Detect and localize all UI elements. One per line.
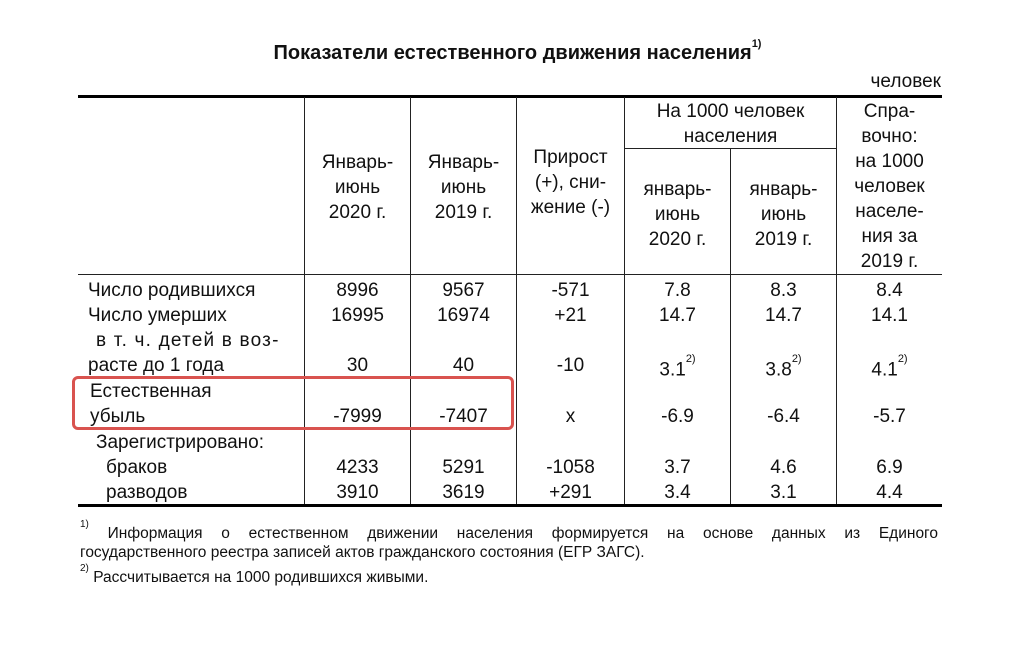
divorces-per1000-2019: 3.1 <box>770 482 797 503</box>
deaths-reference: 14.1 <box>871 305 908 326</box>
col-divider-6 <box>836 97 837 504</box>
col-divider-3 <box>516 97 517 504</box>
highlight-box <box>72 376 514 430</box>
header-jan-jun-2020: Январь-июнь 2020 г. <box>321 152 394 223</box>
col-divider-5 <box>730 148 731 504</box>
natural-reference: -5.7 <box>873 406 906 427</box>
row-label-births: Число родившихся <box>88 280 256 301</box>
footnote-1-line-1: 1) Информация о естественном движении на… <box>80 519 938 543</box>
deaths-2020: 16995 <box>331 305 384 326</box>
births-per1000-2019: 8.3 <box>770 280 797 301</box>
births-per1000-2020: 7.8 <box>664 280 691 301</box>
table-bottom-border <box>78 504 942 507</box>
footnote-2: 2) Рассчитывается на 1000 родившихся жив… <box>80 563 429 587</box>
natural-2019: -7407 <box>439 406 488 427</box>
footnote-1-mark: 1) <box>80 519 89 530</box>
table-top-border <box>78 95 942 98</box>
title-footnote-mark: 1) <box>751 38 762 51</box>
footnote-mark: 2) <box>791 353 802 365</box>
header-per-1000: На 1000 человек населения <box>656 101 805 147</box>
marriages-per1000-2019: 4.6 <box>770 457 797 478</box>
marriages-2020: 4233 <box>336 457 379 478</box>
deaths-change: +21 <box>554 305 587 326</box>
col-divider-1 <box>304 97 305 504</box>
marriages-2019: 5291 <box>442 457 485 478</box>
row-label-divorces: разводов <box>106 482 188 503</box>
footnote-mark: 2) <box>897 353 908 365</box>
header-jan-jun-2019: Январь-июнь 2019 г. <box>427 152 500 223</box>
infant-per1000-2019: 3.82) <box>765 353 802 381</box>
natural-change: x <box>565 406 576 427</box>
unit-label: человек <box>870 71 941 92</box>
footnote-mark: 2) <box>685 353 696 365</box>
col-divider-4 <box>624 97 625 504</box>
infant-2019: 40 <box>452 355 475 376</box>
footnote-1-line-2: государственного реестра записей актов г… <box>80 544 645 561</box>
row-label-natural-1: Естественная <box>90 381 212 402</box>
infant-per1000-2020: 3.12) <box>659 353 696 381</box>
births-2019: 9567 <box>442 280 485 301</box>
table-title: Показатели естественного движения населе… <box>273 38 762 64</box>
infant-reference: 4.12) <box>871 353 908 381</box>
divorces-change: +291 <box>549 482 592 503</box>
row-label-infant-2: расте до 1 года <box>88 355 225 376</box>
col-divider-2 <box>410 97 411 504</box>
divorces-2020: 3910 <box>336 482 379 503</box>
footnote-2-mark: 2) <box>80 563 89 574</box>
births-change: -571 <box>551 280 590 301</box>
marriages-per1000-2020: 3.7 <box>664 457 691 478</box>
divorces-2019: 3619 <box>442 482 485 503</box>
header-per1000-2020: январь-июнь 2020 г. <box>643 179 712 250</box>
infant-2020: 30 <box>346 355 369 376</box>
divorces-reference: 4.4 <box>876 482 903 503</box>
natural-per1000-2019: -6.4 <box>767 406 800 427</box>
infant-change: -10 <box>556 355 585 376</box>
deaths-per1000-2020: 14.7 <box>659 305 696 326</box>
header-reference: Спра-вочно: на 1000 человек населе-ния за … <box>854 101 925 272</box>
header-change: Прирост (+), сни-жение (-) <box>530 147 611 218</box>
births-reference: 8.4 <box>876 280 903 301</box>
deaths-2019: 16974 <box>437 305 490 326</box>
divorces-per1000-2020: 3.4 <box>664 482 691 503</box>
births-2020: 8996 <box>336 280 379 301</box>
header-bottom-border <box>78 274 942 275</box>
natural-2020: -7999 <box>333 406 382 427</box>
row-label-infant-1: в т. ч. детей в воз- <box>96 330 280 351</box>
marriages-change: -1058 <box>546 457 595 478</box>
row-label-natural-2: убыль <box>90 406 146 427</box>
row-label-deaths: Число умерших <box>88 305 227 326</box>
header-per1000-2019: январь-июнь 2019 г. <box>749 179 818 250</box>
deaths-per1000-2019: 14.7 <box>765 305 802 326</box>
row-label-registered: Зарегистрировано: <box>96 432 265 453</box>
natural-per1000-2020: -6.9 <box>661 406 694 427</box>
row-label-marriages: браков <box>106 457 168 478</box>
marriages-reference: 6.9 <box>876 457 903 478</box>
